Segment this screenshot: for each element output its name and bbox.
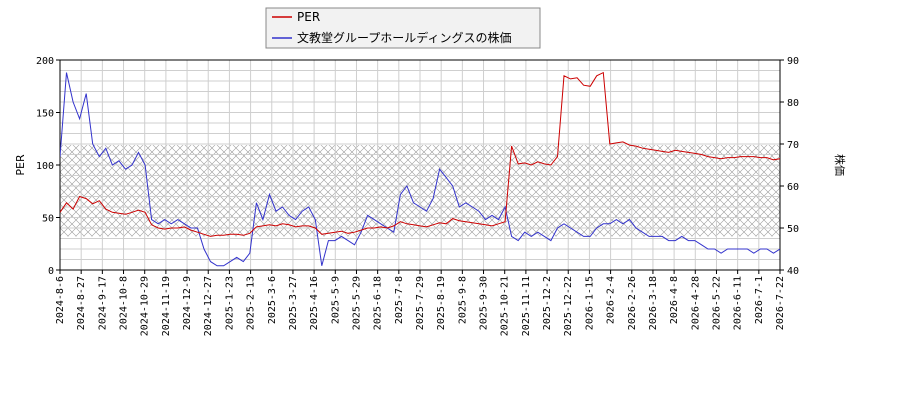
x-tick-label: 2026-4-8 [669,276,680,324]
x-tick-label: 2024-8-6 [55,276,66,324]
x-tick-label: 2025-3-27 [288,276,299,330]
x-tick-label: 2026-2-26 [627,276,638,330]
y-tick-label-right: 90 [787,56,799,67]
x-tick-label: 2026-3-18 [648,276,659,330]
y-axis-left-label: PER [14,154,27,176]
x-tick-label: 2025-9-30 [479,276,490,330]
y-axis-left: 0 50 100 150 200 [36,56,60,277]
y-tick-label-left: 200 [36,56,54,67]
y-tick-label-left: 100 [36,161,54,172]
x-tick-label: 2025-11-11 [521,276,532,336]
x-tick-label: 2026-4-28 [690,276,701,330]
y-tick-label-right: 80 [787,98,799,109]
legend: PER 文教堂グループホールディングスの株価 [265,7,541,49]
legend-label-per: PER [297,10,320,24]
x-tick-label: 2025-12-2 [542,276,553,330]
y-tick-label-left: 50 [42,214,54,225]
x-tick-label: 2025-8-19 [436,276,447,330]
series-line-per [60,71,780,237]
x-tick-label: 2024-12-9 [182,276,193,330]
x-tick-label: 2025-1-23 [224,276,235,330]
series-line-price [60,72,780,267]
x-tick-label: 2025-4-16 [309,276,320,330]
y-tick-label-right: 40 [787,266,799,277]
x-tick-label: 2024-12-27 [203,276,214,336]
x-tick-label: 2026-2-4 [606,276,617,324]
x-tick-label: 2024-10-29 [140,276,151,336]
x-tick-label: 2025-2-13 [246,276,257,330]
x-tick-label: 2024-9-17 [97,276,108,330]
x-tick-label: 2025-12-22 [563,276,574,336]
y-axis-right: 40 50 60 70 80 90 [780,56,799,277]
y-tick-label-right: 70 [787,140,799,151]
y-tick-label-left: 0 [48,266,54,277]
x-axis: 2024-8-6 2024-8-27 2024-9-17 2024-10-8 2024-… [55,270,786,336]
x-tick-label: 2025-5-9 [330,276,341,324]
x-tick-label: 2025-7-8 [394,276,405,324]
y-tick-label-right: 60 [787,182,799,193]
x-tick-label: 2026-7-1 [754,276,765,324]
y-tick-label-left: 150 [36,109,54,120]
x-tick-label: 2026-1-15 [584,276,595,330]
grid [59,60,781,270]
legend-label-price: 文教堂グループホールディングスの株価 [297,30,511,45]
x-tick-label: 2024-8-27 [76,276,87,330]
x-tick-label: 2025-7-29 [415,276,426,330]
x-tick-label: 2025-10-21 [500,276,511,336]
x-tick-label: 2025-3-6 [267,276,278,324]
x-tick-label: 2025-5-29 [351,276,362,330]
x-tick-label: 2026-7-22 [775,276,786,330]
x-tick-label: 2026-5-22 [711,276,722,330]
y-axis-right-label: 株価 [833,154,847,176]
x-tick-label: 2026-6-11 [733,276,744,330]
y-tick-label-right: 50 [787,224,799,235]
x-tick-label: 2024-11-19 [161,276,172,336]
x-tick-label: 2025-6-18 [373,276,384,330]
legend-box [265,7,541,49]
x-tick-label: 2024-10-8 [119,276,130,330]
x-tick-label: 2025-9-8 [457,276,468,324]
